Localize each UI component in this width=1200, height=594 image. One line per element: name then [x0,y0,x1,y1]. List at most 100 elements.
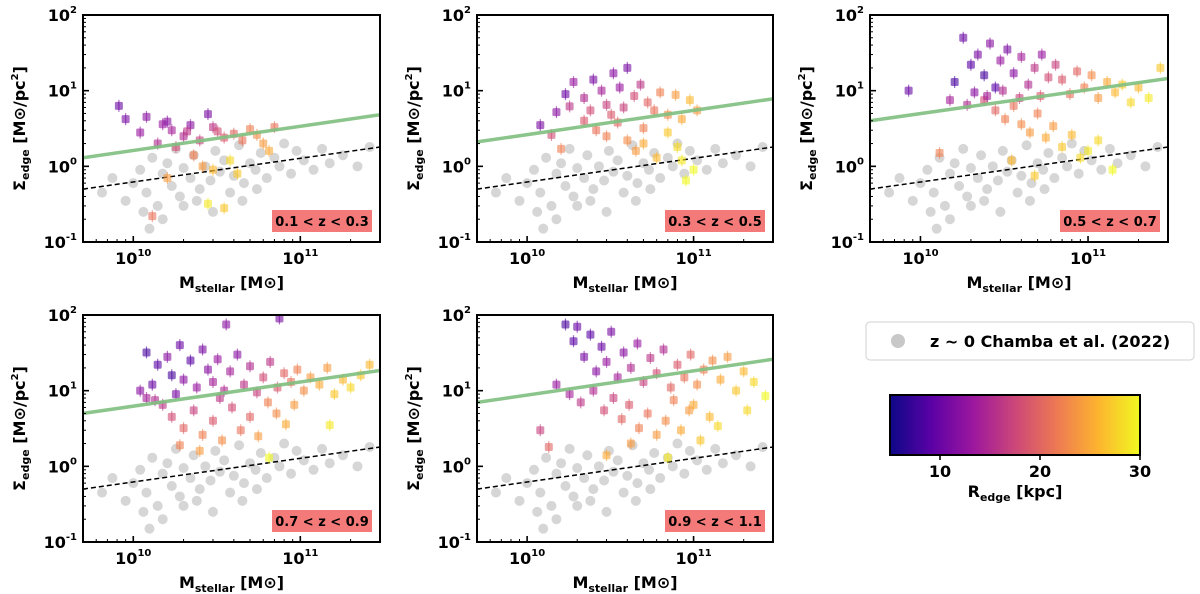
data-point [167,371,176,380]
data-point [236,426,245,435]
data-point [607,327,616,336]
legend: z ~ 0 Chamba et al. (2022) [865,321,1195,361]
z0-point [279,138,290,149]
redshift-label: 0.7 < z < 0.9 [275,515,369,530]
data-point [597,86,606,95]
data-point [536,426,545,435]
redshift-label: 0.9 < z < 1.1 [668,515,762,530]
data-point [233,350,242,359]
z0-point [1021,140,1032,151]
z0-point [194,184,205,195]
legend-marker [891,334,905,348]
data-point [1037,50,1046,59]
z0-point [928,187,939,198]
data-point [195,446,204,455]
data-point [198,162,207,171]
z0-point [157,214,168,225]
data-point [266,357,275,366]
z0-point [572,200,583,211]
data-point [552,108,561,117]
z0-point [979,195,990,206]
data-point [625,400,634,409]
data-point [179,375,188,384]
z0-point [582,150,593,161]
z0-point [667,461,678,472]
data-point [203,199,212,208]
relation-line [83,368,380,416]
data-point [222,320,231,329]
data-point [536,121,545,130]
x-tick-label: 1010 [509,548,545,568]
z0-point [261,173,272,184]
y-axis-label: Σedge [M⊙/pc2] [10,66,32,191]
z0-point [608,466,619,477]
data-point [238,136,247,145]
data-point [114,101,123,110]
z0-point [588,484,599,495]
relation-line [83,113,380,160]
z0-point [234,440,245,451]
axes-frame [869,14,1169,243]
y-axis-label: Σedge [M⊙/pc2] [404,366,426,491]
data-point [680,373,689,382]
x-tick-label: 1010 [902,248,938,268]
z0-point [286,468,297,479]
z0-point [529,464,540,475]
z0-point [157,514,168,525]
z0-point [324,458,335,469]
data-point [602,132,611,141]
data-point [580,116,589,125]
data-point [586,330,595,339]
z0-point [219,455,230,466]
plot-area [83,315,380,534]
data-point [561,90,570,99]
data-point [148,380,157,389]
data-point [323,363,332,372]
data-point [136,386,145,395]
colorbar-label: Redge [kpc] [968,482,1063,504]
z0-point [185,473,196,484]
data-point [1094,93,1103,102]
z0-point [568,491,579,502]
data-point [636,80,645,89]
z0-point [490,487,501,498]
z0-point [1062,161,1073,172]
data-point [623,136,632,145]
z0-point [538,523,549,534]
z0-point [630,495,641,506]
data-point [716,375,725,384]
data-point [259,139,268,148]
z0-point [210,145,221,156]
z0-point [612,455,623,466]
data-point [652,153,661,162]
z0-point [147,152,158,163]
z0-point [679,168,690,179]
z0-point [352,161,363,172]
data-point [966,60,975,69]
z0-point [535,487,546,498]
y-axis-label: Σedge [M⊙/pc2] [404,66,426,191]
z0-point [228,470,239,481]
data-point [677,115,686,124]
z0-point [603,145,614,156]
data-point [346,383,355,392]
data-point [275,315,284,323]
z0-point [207,506,218,517]
data-point [623,63,632,72]
z0-point [225,187,236,198]
z0-point [514,195,525,206]
colorbar-gradient [889,394,1141,456]
panel-1: 10-1 100 101 102 1010 1011 Mstellar [M⊙] Σedge … [10,5,381,295]
z0-relation-line [477,146,773,190]
data-point [708,356,717,365]
data-point [669,396,678,405]
axes-frame [476,14,774,243]
x-axis-label: Mstellar [M⊙] [572,573,677,594]
z0-point [992,175,1003,186]
data-point [739,367,748,376]
z0-point [261,473,272,484]
z0-point [546,200,557,211]
data-point [186,356,195,365]
data-point [213,355,222,364]
z0-point [925,206,936,217]
